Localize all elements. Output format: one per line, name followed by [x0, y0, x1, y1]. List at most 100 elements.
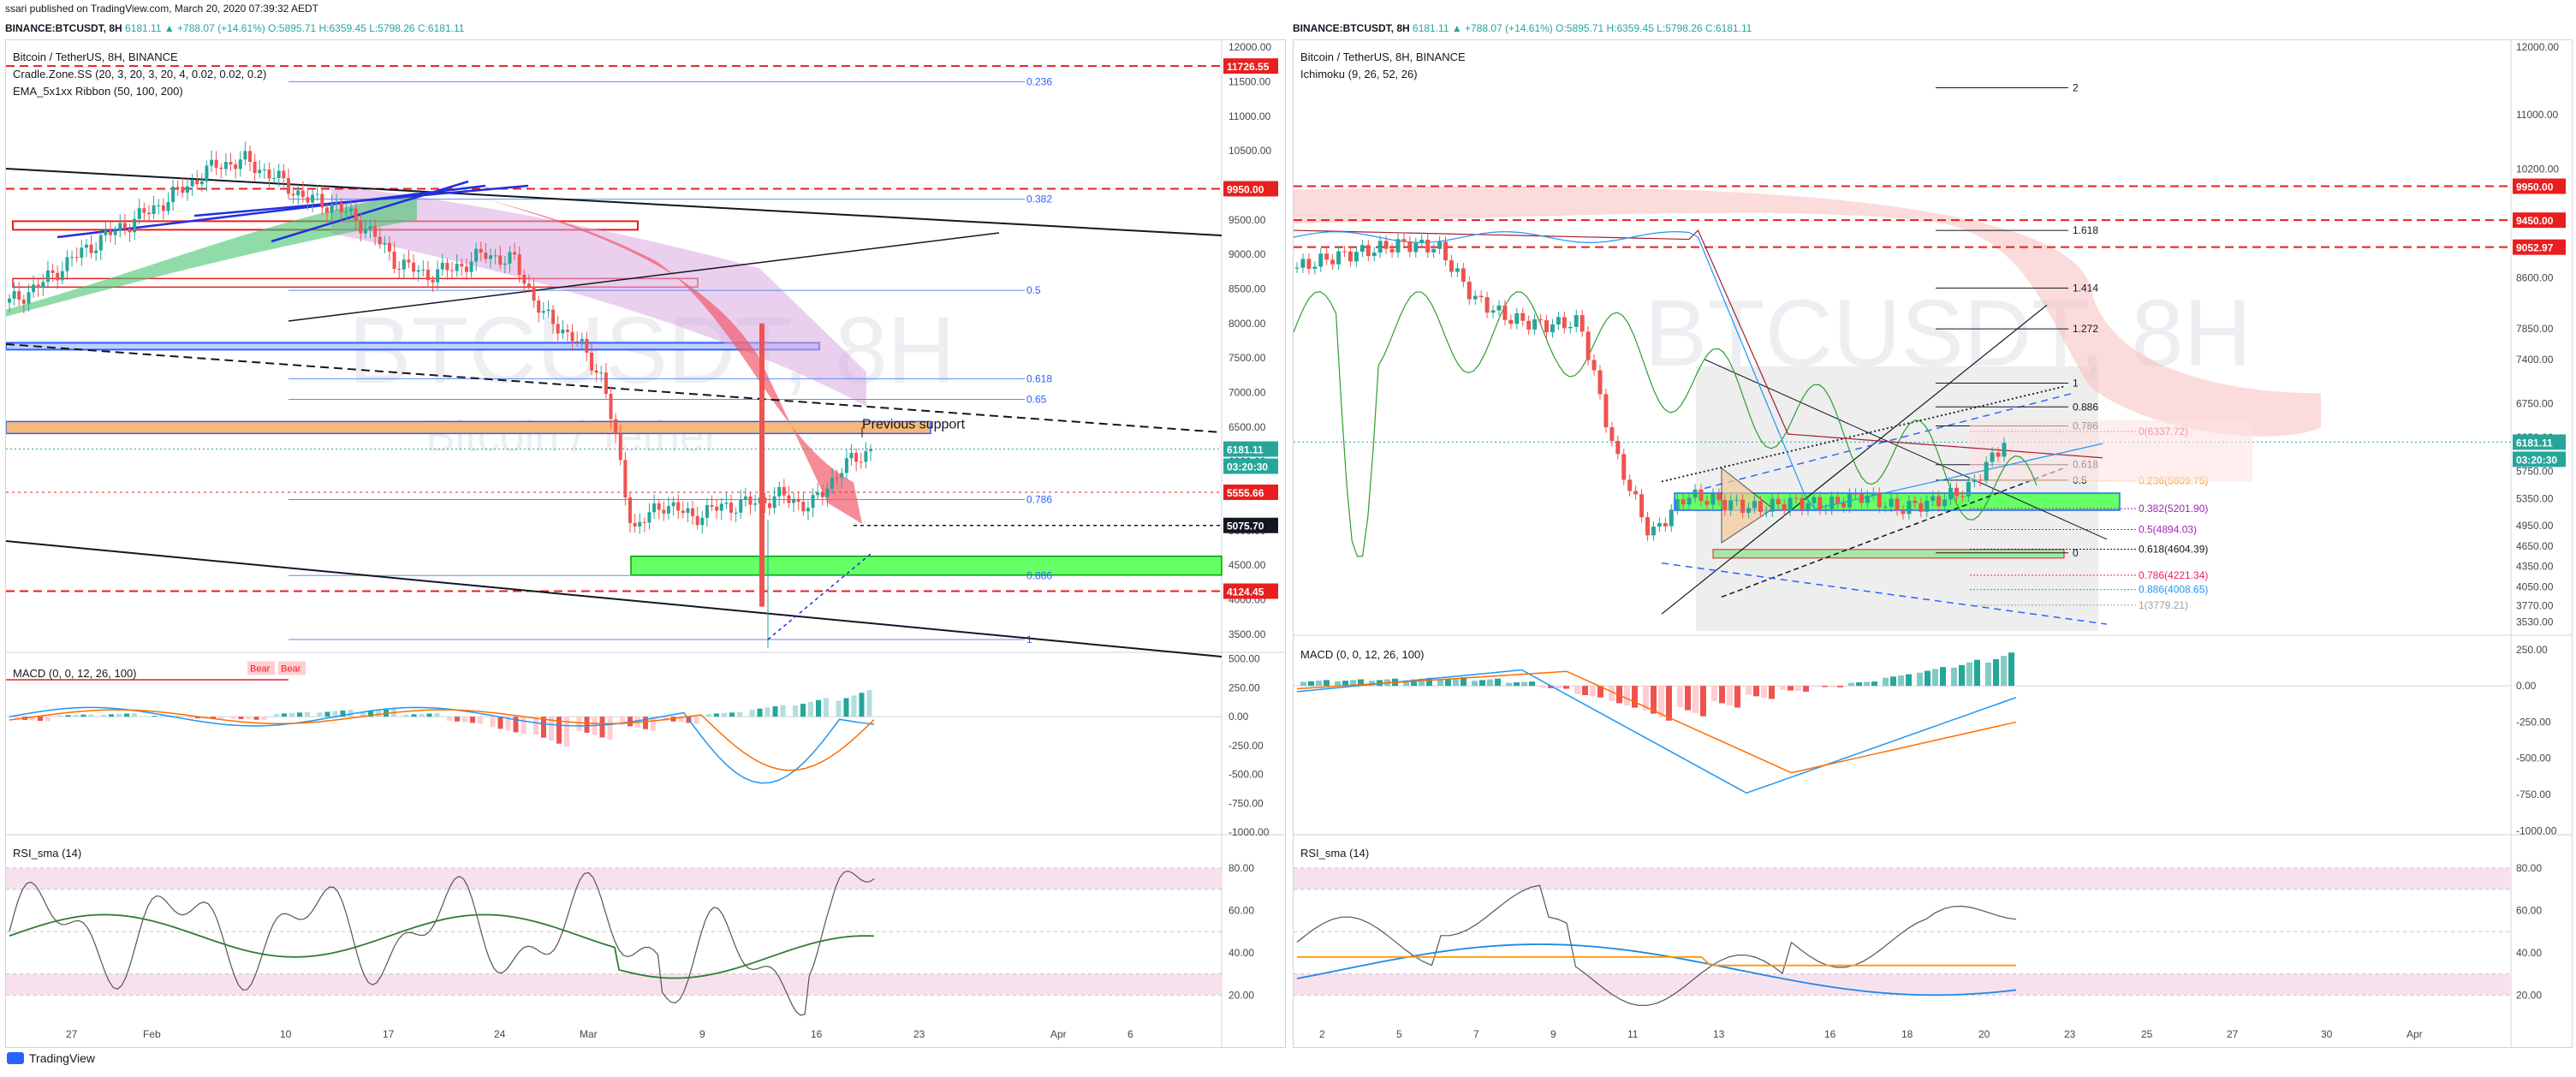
candle-body	[1693, 489, 1698, 498]
candle-body	[1734, 499, 1740, 501]
candle-body	[1466, 282, 1472, 300]
macd-histogram-bar	[1788, 686, 1794, 691]
macd-histogram-bar	[1959, 664, 1965, 687]
macd-axis-label: -500.00	[1229, 769, 1264, 781]
footer-brand[interactable]: TradingView	[7, 1051, 95, 1065]
macd-histogram-bar	[195, 717, 200, 719]
candle-body	[258, 170, 262, 174]
blue-zone-box	[6, 342, 820, 351]
candle-body	[1865, 495, 1870, 503]
macd-histogram-bar	[793, 705, 798, 717]
fib-ext-label: 0	[2073, 547, 2079, 559]
macd-histogram-bar	[368, 711, 373, 717]
candle-body	[1907, 500, 1912, 515]
price-tag: 11726.55	[1227, 61, 1270, 73]
left-chart-panel[interactable]: BTCUSDT, 8H Bitcoin / Tether 12000.00 11500…	[5, 39, 1286, 1048]
candle-body	[152, 205, 156, 214]
candle-body	[1437, 241, 1443, 249]
candle-body	[412, 262, 416, 272]
macd-histogram-bar	[1693, 686, 1698, 714]
macd-histogram-bar	[1711, 686, 1717, 701]
candle-body	[662, 509, 666, 514]
time-axis-label: 9	[1550, 1028, 1556, 1040]
rsi-sma-line	[9, 913, 875, 979]
candle-body	[484, 253, 488, 259]
candle-body	[344, 211, 348, 212]
candle-body	[767, 503, 771, 509]
left-rsi-title: RSI_sma (14)	[13, 847, 82, 860]
price-axis-label: 8500.00	[1229, 283, 1266, 295]
candle-body	[527, 283, 531, 287]
macd-histogram-bar	[426, 713, 432, 717]
macd-histogram-bar	[1917, 672, 1923, 687]
candle-body	[8, 298, 11, 303]
candle-body	[1461, 268, 1466, 283]
macd-histogram-bar	[1324, 680, 1330, 687]
macd-histogram-bar	[851, 695, 857, 717]
price-axis-label: 10500.00	[1229, 145, 1271, 157]
macd-histogram-bar	[533, 717, 538, 735]
candle-body	[546, 309, 550, 312]
macd-histogram-bar	[780, 705, 786, 717]
candle-body	[1740, 499, 1746, 513]
candle-body	[1794, 497, 1799, 499]
candle-body	[633, 522, 637, 527]
macd-histogram-bar	[513, 717, 519, 733]
candle-body	[1532, 318, 1538, 330]
candle-body	[1621, 454, 1627, 480]
macd-histogram-bar	[1308, 681, 1314, 687]
candle-body	[1853, 493, 1858, 495]
price-tag-bg	[2513, 434, 2566, 450]
blue-trendline-2	[193, 184, 529, 217]
trendline-ascending	[288, 232, 1000, 322]
right-chart-svg[interactable]: BTCUSDT, 8H12000.0011000.0010200.008600.…	[1294, 40, 2572, 1047]
price-tag: 5555.66	[1227, 487, 1264, 499]
macd-histogram-bar	[187, 717, 193, 718]
candle-body	[1883, 506, 1888, 508]
candle-body	[1817, 497, 1823, 510]
macd-histogram-bar	[1727, 686, 1733, 705]
candle-body	[604, 372, 608, 395]
candle-body	[1574, 315, 1579, 327]
rsi-axis-label: 40.00	[2516, 947, 2542, 959]
candle-body	[1919, 503, 1924, 512]
candle-body	[359, 220, 363, 234]
candle-body	[142, 208, 146, 213]
candle-body	[421, 270, 425, 271]
candle-body	[1823, 509, 1829, 510]
candle-body	[104, 230, 108, 235]
right-chart-panel[interactable]: BTCUSDT, 8H 12000.00 11000.00 10200.00 8600.…	[1293, 39, 2573, 1048]
candle-body	[1954, 487, 1959, 497]
macd-histogram-bar	[175, 715, 181, 717]
candle-body	[739, 499, 743, 513]
blue-trendline-1	[57, 184, 486, 239]
candle-body	[623, 460, 628, 498]
candle-body	[614, 419, 618, 435]
time-axis-label: Apr	[2406, 1028, 2423, 1040]
candle-body	[137, 208, 141, 219]
price-tag-bg	[1223, 441, 1278, 457]
candle-body	[1752, 501, 1757, 509]
candle-body	[792, 498, 796, 503]
candle-body	[691, 508, 695, 516]
candle-body	[787, 495, 791, 503]
time-axis-label: 27	[2227, 1028, 2239, 1040]
macd-histogram-bar	[643, 717, 648, 729]
candle-body	[1431, 248, 1437, 253]
candle-body	[1359, 245, 1365, 253]
macd-histogram-bar	[1719, 686, 1725, 704]
macd-histogram-bar	[211, 717, 216, 719]
rsi-oversold-band	[1294, 973, 2511, 996]
macd-histogram-bar	[1651, 686, 1657, 714]
candle-body	[628, 497, 632, 523]
candle-body	[199, 181, 204, 185]
candle-body	[1663, 523, 1668, 527]
candle-body	[1841, 503, 1847, 508]
countdown-tag: 03:20:30	[1227, 461, 1268, 473]
right-macd-title: MACD (0, 0, 12, 26, 100)	[1300, 648, 1425, 661]
candle-body	[436, 269, 440, 283]
time-axis-label: 27	[66, 1028, 78, 1040]
macd-histogram-bar	[843, 698, 849, 717]
candle-body	[300, 190, 305, 198]
